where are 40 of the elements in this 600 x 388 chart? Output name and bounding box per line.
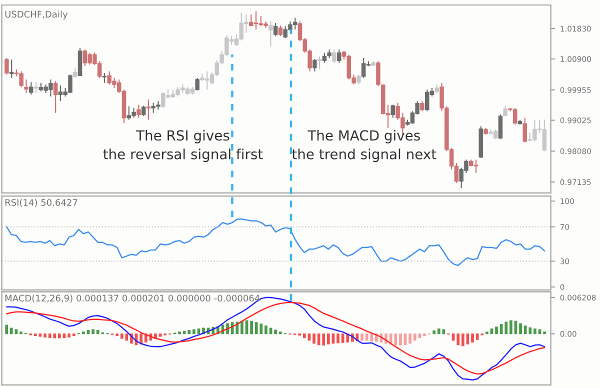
bar	[510, 320, 512, 334]
bar	[534, 328, 536, 334]
bar	[437, 328, 440, 334]
annotation: The MACD gives the trend signal next	[292, 130, 436, 162]
bar	[302, 333, 306, 338]
bar	[360, 333, 364, 341]
bar	[92, 329, 94, 334]
bar	[10, 328, 13, 334]
annotation: The RSI gives the reversal signal first	[103, 130, 263, 162]
bar	[38, 333, 42, 337]
bar	[322, 333, 326, 346]
line-series	[6, 218, 546, 266]
bar	[5, 324, 8, 334]
bar	[519, 323, 522, 334]
bar	[68, 333, 70, 338]
bar	[312, 333, 316, 344]
bar	[158, 333, 162, 337]
bar	[461, 333, 464, 346]
bar	[44, 333, 46, 338]
bar	[471, 333, 474, 342]
bar	[274, 330, 278, 334]
bar	[495, 326, 498, 334]
bar	[336, 333, 340, 344]
bar	[408, 333, 412, 344]
bar	[120, 333, 124, 339]
bar	[250, 320, 253, 334]
text: USDCHF,Daily	[5, 10, 68, 20]
bar	[326, 333, 330, 344]
chart-title: RSI(14) 50.6427	[5, 198, 78, 207]
bar	[192, 329, 196, 334]
bar	[476, 333, 479, 340]
bar	[58, 333, 61, 338]
bar	[456, 333, 460, 346]
bar	[399, 333, 402, 346]
chart-title: MACD(12,26,9) 0.000137 0.000201 0.000000 -0.000064	[5, 294, 260, 303]
bar	[432, 330, 436, 334]
bar	[62, 333, 66, 338]
bar	[264, 325, 268, 334]
bar	[240, 320, 244, 334]
bar	[188, 330, 191, 334]
